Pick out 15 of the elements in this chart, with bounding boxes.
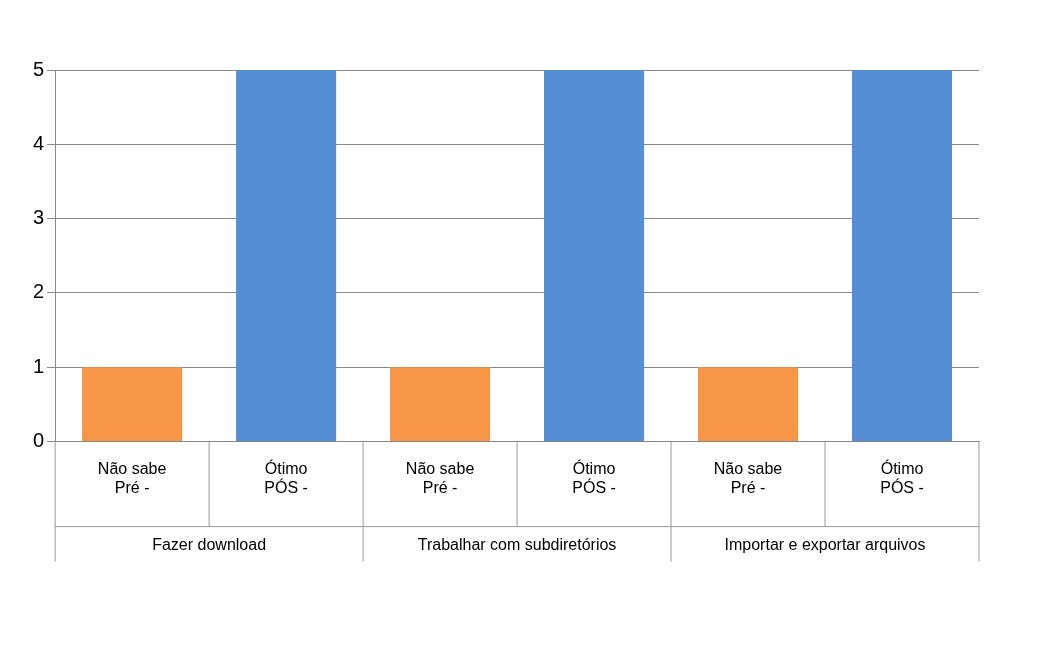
x-tick-label: Não sabe Pré -	[713, 459, 783, 496]
x-tick-label: Ótimo PÓS -	[572, 458, 616, 496]
text: Importar e exportar arquivos	[724, 536, 926, 554]
x-tick-label: Não sabe Pré -	[97, 459, 167, 496]
y-tick-label: 4	[33, 131, 45, 154]
y-tick-label: 2	[33, 280, 45, 303]
y-tick-label: 1	[33, 354, 45, 377]
x-tick-label: Ótimo PÓS -	[264, 458, 308, 496]
text: Fazer download	[152, 536, 267, 554]
x-tick-label: Não sabe Pré -	[405, 459, 475, 496]
y-tick-label: 3	[33, 206, 45, 229]
text: Trabalhar com subdiretórios	[417, 536, 617, 554]
x-tick-label: Ótimo PÓS -	[880, 458, 924, 496]
y-tick-label: 0	[33, 429, 45, 452]
y-tick-label: 5	[33, 57, 45, 80]
